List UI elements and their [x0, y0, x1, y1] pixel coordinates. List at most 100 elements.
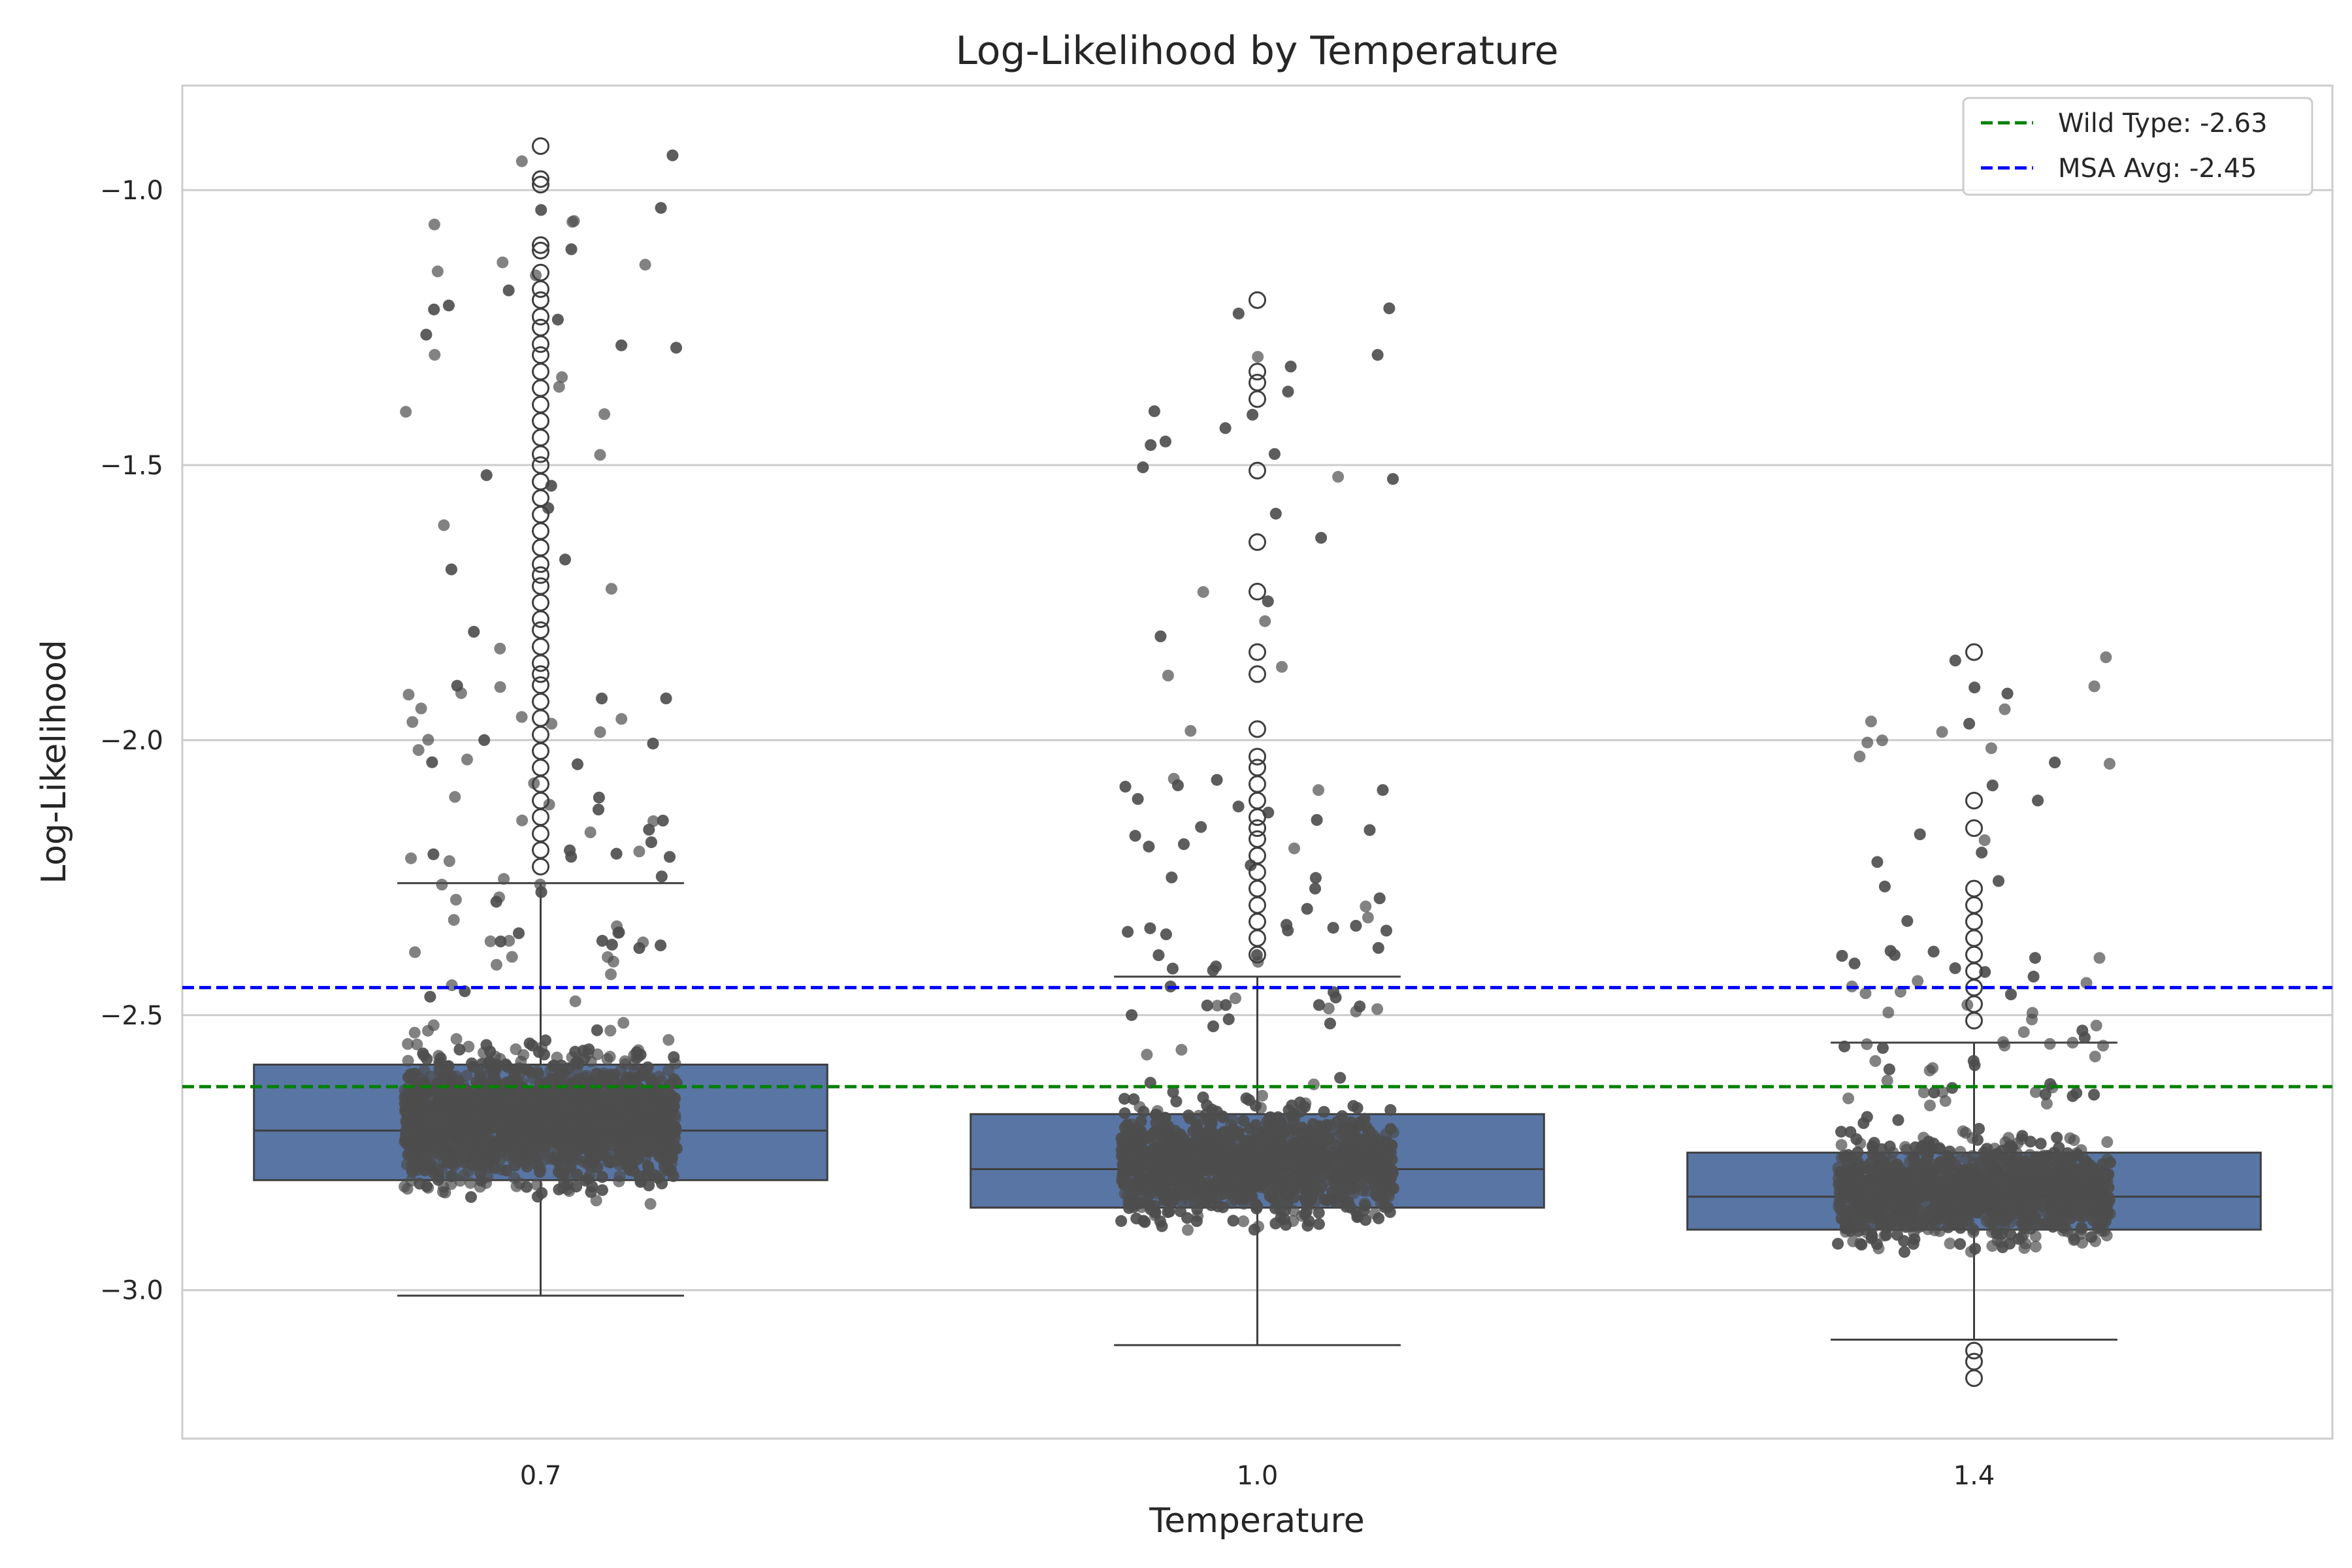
strip-point [643, 823, 655, 836]
strip-point [448, 914, 460, 926]
strip-point [1137, 1105, 1150, 1118]
strip-point [1230, 992, 1241, 1004]
strip-point [565, 851, 578, 863]
strip-point [1269, 1217, 1282, 1230]
strip-point [411, 1038, 423, 1051]
strip-point [1350, 920, 1362, 932]
strip-point [1371, 349, 1384, 361]
strip-point [1321, 1194, 1333, 1207]
strip-point [572, 1057, 585, 1070]
strip-point [535, 886, 547, 898]
strip-point [592, 1138, 604, 1151]
strip-point [427, 1019, 440, 1032]
strip-point [654, 1137, 666, 1149]
strip-point [419, 1164, 431, 1177]
strip-point [633, 1170, 645, 1183]
strip-point [1187, 1125, 1200, 1137]
strip-point [662, 1064, 675, 1077]
strip-point [590, 1149, 602, 1160]
strip-point [556, 371, 568, 384]
strip-point [605, 583, 617, 595]
strip-point [1178, 838, 1190, 851]
strip-point [400, 406, 412, 418]
strip-point [1191, 1203, 1203, 1215]
strip-point [1313, 1218, 1325, 1230]
strip-point [1154, 630, 1167, 642]
strip-point [1371, 1151, 1383, 1163]
strip-point [438, 519, 450, 531]
strip-point [453, 1043, 466, 1056]
strip-point [610, 847, 623, 860]
strip-point [1252, 351, 1264, 363]
strip-point [598, 408, 611, 420]
strip-point [1129, 830, 1141, 842]
strip-point [540, 1034, 551, 1047]
strip-point [461, 1070, 473, 1082]
strip-point [1309, 872, 1322, 884]
strip-point [433, 1171, 445, 1183]
strip-point [1217, 1201, 1229, 1213]
strip-point [1373, 1212, 1385, 1224]
strip-point [426, 756, 438, 768]
strip-point [605, 968, 617, 981]
strip-point [585, 1186, 597, 1198]
strip-point [431, 265, 444, 278]
strip-point [569, 995, 581, 1007]
strip-point [480, 1099, 492, 1111]
strip-point [1350, 1206, 1362, 1218]
strip-point [1139, 1183, 1151, 1196]
strip-point [570, 1146, 581, 1158]
strip-point [399, 1181, 411, 1193]
strip-point [1268, 448, 1281, 460]
strip-point [1213, 1129, 1225, 1141]
strip-point [445, 1093, 457, 1105]
strip-point [450, 1033, 463, 1045]
strip-point [463, 1041, 475, 1053]
strip-point [594, 726, 606, 738]
strip-point [1203, 1165, 1215, 1177]
strip-point [1201, 1000, 1213, 1011]
strip-point [480, 1039, 493, 1051]
strip-point [565, 243, 578, 255]
strip-point [1160, 928, 1172, 941]
strip-point [1225, 1177, 1237, 1190]
strip-point [536, 1092, 549, 1105]
strip-point [497, 256, 509, 269]
strip-point [655, 202, 667, 214]
strip-point [607, 955, 619, 968]
strip-point [661, 1117, 674, 1130]
strip-point [494, 681, 506, 693]
strip-point [402, 1037, 414, 1050]
strip-point [1132, 792, 1144, 805]
strip-point [664, 851, 676, 863]
strip-point [503, 935, 515, 947]
strip-point [1338, 1145, 1350, 1157]
strip-point [614, 1143, 627, 1156]
strip-point [615, 713, 628, 725]
strip-points [399, 149, 2116, 1258]
strip-point [516, 814, 529, 826]
strip-point [445, 1170, 457, 1183]
strip-point [649, 1102, 661, 1115]
strip-point [443, 1144, 455, 1156]
strip-point [405, 852, 417, 864]
strip-point [583, 1043, 595, 1056]
strip-point [1144, 922, 1156, 934]
strip-point [1170, 1095, 1183, 1107]
strip-point [429, 349, 441, 361]
strip-point [402, 689, 415, 701]
strip-point [591, 1161, 604, 1173]
strip-point [1215, 1154, 1228, 1166]
strip-point [1383, 302, 1396, 314]
strip-point [1159, 435, 1171, 448]
strip-point [414, 1121, 427, 1134]
strip-point [1197, 1091, 1209, 1103]
strip-point [1288, 842, 1300, 855]
strip-point [642, 1160, 654, 1172]
strip-point [1162, 670, 1174, 681]
strip-point [1324, 1017, 1336, 1030]
strip-point [423, 1132, 435, 1145]
strip-point [1146, 1162, 1158, 1174]
strip-point [1197, 1128, 1209, 1141]
